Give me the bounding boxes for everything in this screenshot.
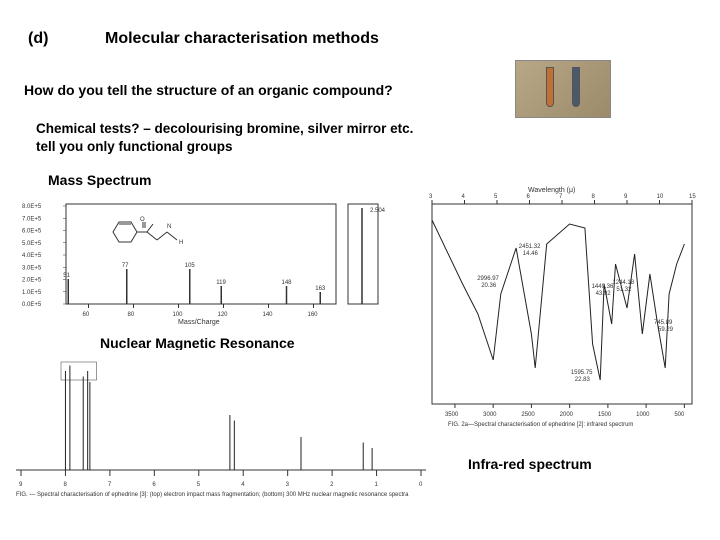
svg-text:2451.32: 2451.32 <box>519 244 541 250</box>
ir-chart: Wavelength (μ) 34567891015 3500300025002… <box>408 180 708 440</box>
svg-text:1.0E+5: 1.0E+5 <box>22 290 42 296</box>
svg-text:3.0E+5: 3.0E+5 <box>22 265 42 271</box>
tube-orange <box>546 67 554 107</box>
svg-text:160: 160 <box>308 312 319 318</box>
svg-text:105: 105 <box>185 263 196 269</box>
svg-text:119: 119 <box>216 280 226 286</box>
svg-text:745.89: 745.89 <box>654 320 673 326</box>
nmr-label: Nuclear Magnetic Resonance <box>100 335 295 351</box>
section-label: (d) <box>28 30 48 48</box>
svg-text:O: O <box>140 217 145 223</box>
ms-label: Mass Spectrum <box>48 172 151 188</box>
svg-text:Wavelength (μ): Wavelength (μ) <box>528 187 575 194</box>
subtitle: How do you tell the structure of an orga… <box>24 82 393 98</box>
tube-dark <box>572 67 580 107</box>
svg-text:500: 500 <box>674 412 685 418</box>
svg-text:100: 100 <box>173 312 184 318</box>
chemtest-line2: tell you only functional groups <box>36 138 233 156</box>
svg-text:7.0E+5: 7.0E+5 <box>22 216 42 222</box>
svg-text:15: 15 <box>689 194 696 200</box>
svg-text:14.46: 14.46 <box>523 251 539 257</box>
ms-xlabel: Mass/Charge <box>178 319 220 326</box>
nmr-chart: 0123456789 FIG. — Spectral characterisat… <box>6 350 436 515</box>
svg-text:6.0E+5: 6.0E+5 <box>22 229 42 235</box>
test-tube-photo <box>515 60 611 118</box>
svg-text:148: 148 <box>282 280 293 286</box>
svg-text:1500: 1500 <box>598 412 612 418</box>
chemtest-line1: Chemical tests? – decolourising bromine,… <box>36 120 413 138</box>
svg-text:5.0E+5: 5.0E+5 <box>22 241 42 247</box>
svg-text:2000: 2000 <box>560 412 574 418</box>
page-title: Molecular characterisation methods <box>105 30 379 48</box>
mass-spectrum-chart: 8.0E+5 7.0E+5 6.0E+5 5.0E+5 4.0E+5 3.0E+5 2.0E… <box>18 192 388 327</box>
svg-text:60: 60 <box>83 312 90 318</box>
ir-caption: FIG. 2a—Spectral characterisation of eph… <box>448 422 633 428</box>
svg-text:3000: 3000 <box>483 412 497 418</box>
svg-text:1595.75: 1595.75 <box>571 370 593 376</box>
svg-text:1449.36: 1449.36 <box>592 284 614 290</box>
svg-text:10: 10 <box>657 194 664 200</box>
svg-text:1244.18: 1244.18 <box>612 280 634 286</box>
svg-text:N: N <box>167 224 171 230</box>
svg-text:2.0E+5: 2.0E+5 <box>22 278 42 284</box>
svg-text:H: H <box>179 240 183 246</box>
svg-text:80: 80 <box>128 312 135 318</box>
svg-text:77: 77 <box>122 263 129 269</box>
svg-text:2500: 2500 <box>521 412 535 418</box>
svg-text:8.0E+5: 8.0E+5 <box>22 204 42 210</box>
svg-text:1000: 1000 <box>636 412 650 418</box>
svg-text:0.0E+5: 0.0E+5 <box>22 302 42 308</box>
svg-text:2.504: 2.504 <box>370 208 386 214</box>
svg-text:3500: 3500 <box>445 412 459 418</box>
svg-text:120: 120 <box>218 312 229 318</box>
svg-text:163: 163 <box>315 286 326 292</box>
svg-text:20.36: 20.36 <box>481 283 497 289</box>
svg-text:51: 51 <box>63 273 70 279</box>
svg-text:59.29: 59.29 <box>658 327 674 333</box>
svg-text:2996.97: 2996.97 <box>477 276 499 282</box>
nmr-caption: FIG. — Spectral characterisation of ephe… <box>16 492 409 498</box>
ir-label: Infra-red spectrum <box>468 456 592 472</box>
svg-text:43.92: 43.92 <box>596 291 612 297</box>
svg-text:4.0E+5: 4.0E+5 <box>22 253 42 259</box>
svg-text:22.83: 22.83 <box>575 377 591 383</box>
svg-text:140: 140 <box>263 312 274 318</box>
svg-text:51.32: 51.32 <box>616 287 632 293</box>
